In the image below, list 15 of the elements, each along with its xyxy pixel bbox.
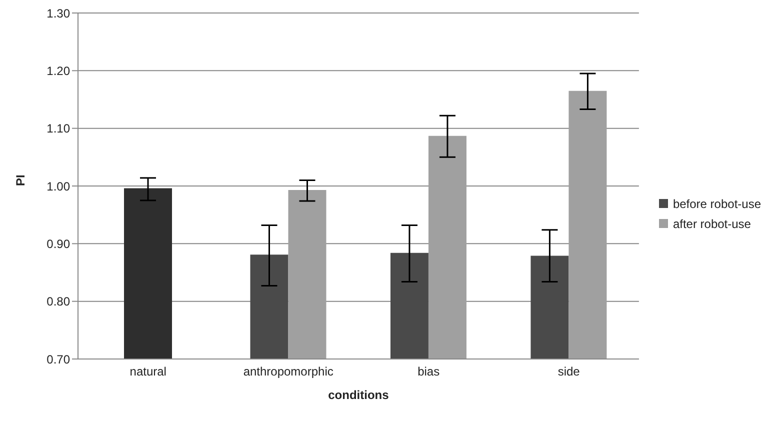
y-tick-label: 1.30 xyxy=(46,6,70,20)
y-tick-label: 1.00 xyxy=(46,179,70,194)
x-tick-label: side xyxy=(558,364,580,379)
y-tick-label: 0.90 xyxy=(46,236,70,251)
x-axis-title: conditions xyxy=(328,388,390,402)
y-axis-title: PI xyxy=(13,174,28,186)
x-tick-label: bias xyxy=(418,364,440,379)
y-tick-label: 1.20 xyxy=(46,64,70,78)
y-tick-label: 0.70 xyxy=(46,352,70,366)
y-tick-label: 0.80 xyxy=(46,294,70,309)
x-tick-label: anthropomorphic xyxy=(243,364,334,379)
legend-label: after robot-use xyxy=(672,216,751,230)
legend-label: before robot-use xyxy=(672,196,761,210)
x-tick-label: natural xyxy=(130,364,166,379)
y-tick-label: 1.10 xyxy=(46,122,70,136)
